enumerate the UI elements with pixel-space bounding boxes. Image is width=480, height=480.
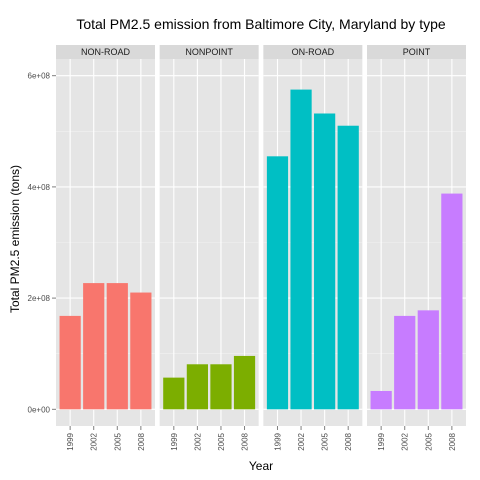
y-tick-label: 0e+00 [28,405,51,414]
facet-panels: NON-ROAD 1999 2002 2005 2008 NONPOINT 1999 2002… [56,45,467,451]
bar [370,390,392,410]
facet-panel-on-road: ON-ROAD 1999 2002 2005 2008 [263,45,363,451]
x-tick-label: 2008 [448,432,457,450]
facet-panel-nonpoint: NONPOINT 1999 2002 2005 2008 [159,45,259,451]
facet-strip [159,45,259,59]
bar [130,292,152,410]
x-tick-label: 2005 [217,432,226,450]
chart-title: Total PM2.5 emission from Baltimore City… [76,16,446,32]
x-tick-label: 1999 [170,432,179,450]
x-tick-label: 2008 [137,432,146,450]
y-axis: 0e+00 2e+08 4e+08 6e+08 [28,72,56,414]
facet-strip-label: ON-ROAD [292,47,335,57]
bar [233,355,256,410]
facet-strip [56,45,155,59]
x-tick-label: 2005 [113,432,122,450]
x-tick-label: 2008 [241,432,250,450]
bar [163,377,185,410]
facet-panel-point: POINT 1999 2002 2005 2008 [367,45,467,451]
bar [106,283,128,410]
bar [210,364,232,410]
x-tick-label: 2002 [401,432,410,450]
bar [186,364,208,410]
bar [266,156,289,410]
x-tick-label: 1999 [66,432,75,450]
facet-strip-label: NON-ROAD [81,47,130,57]
bar [59,315,81,410]
x-tick-label: 2002 [193,432,202,450]
x-tick-label: 2005 [424,432,433,450]
bar [441,193,463,410]
bar [83,283,105,410]
facet-strip-label: POINT [403,47,431,57]
bar [314,113,336,410]
x-tick-label: 2005 [321,432,330,450]
x-tick-label: 1999 [377,432,386,450]
bar [290,89,312,410]
x-tick-label: 1999 [273,432,282,450]
bar [417,310,439,410]
facet-strip-label: NONPOINT [185,47,233,57]
facet-panel-non-road: NON-ROAD 1999 2002 2005 2008 [56,45,155,451]
x-tick-label: 2008 [344,432,353,450]
x-axis-title: Year [249,459,273,473]
facet-strip [367,45,467,59]
y-axis-title: Total PM2.5 emission (tons) [8,165,22,313]
facet-strip [263,45,363,59]
bar [337,125,359,410]
x-tick-label: 2002 [297,432,306,450]
y-tick-label: 2e+08 [28,294,51,303]
y-tick-label: 4e+08 [28,183,51,192]
bar [394,315,416,410]
y-tick-label: 6e+08 [28,72,51,81]
x-tick-label: 2002 [90,432,99,450]
